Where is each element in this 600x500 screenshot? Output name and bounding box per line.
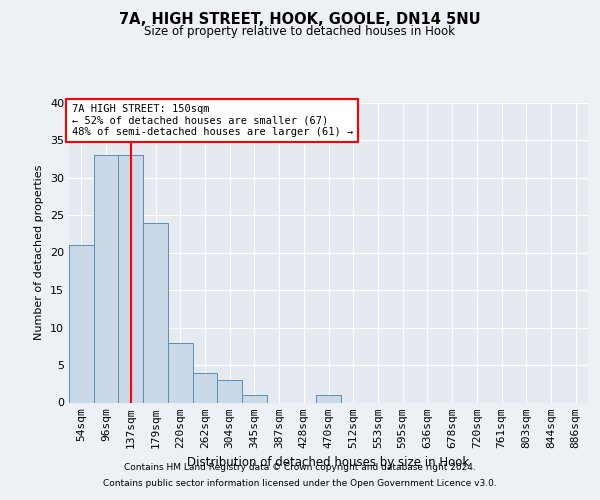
Text: Contains HM Land Registry data © Crown copyright and database right 2024.: Contains HM Land Registry data © Crown c…	[124, 464, 476, 472]
Text: Size of property relative to detached houses in Hook: Size of property relative to detached ho…	[145, 25, 455, 38]
Bar	[316, 395, 341, 402]
Bar	[242, 395, 267, 402]
Text: Contains public sector information licensed under the Open Government Licence v3: Contains public sector information licen…	[103, 478, 497, 488]
Bar	[168, 342, 193, 402]
X-axis label: Distribution of detached houses by size in Hook: Distribution of detached houses by size …	[187, 456, 470, 469]
Bar	[94, 155, 118, 402]
Bar	[193, 372, 217, 402]
Text: 7A, HIGH STREET, HOOK, GOOLE, DN14 5NU: 7A, HIGH STREET, HOOK, GOOLE, DN14 5NU	[119, 12, 481, 28]
Bar	[143, 222, 168, 402]
Bar	[69, 245, 94, 402]
Bar	[118, 155, 143, 402]
Y-axis label: Number of detached properties: Number of detached properties	[34, 165, 44, 340]
Bar	[217, 380, 242, 402]
Text: 7A HIGH STREET: 150sqm
← 52% of detached houses are smaller (67)
48% of semi-det: 7A HIGH STREET: 150sqm ← 52% of detached…	[71, 104, 353, 137]
